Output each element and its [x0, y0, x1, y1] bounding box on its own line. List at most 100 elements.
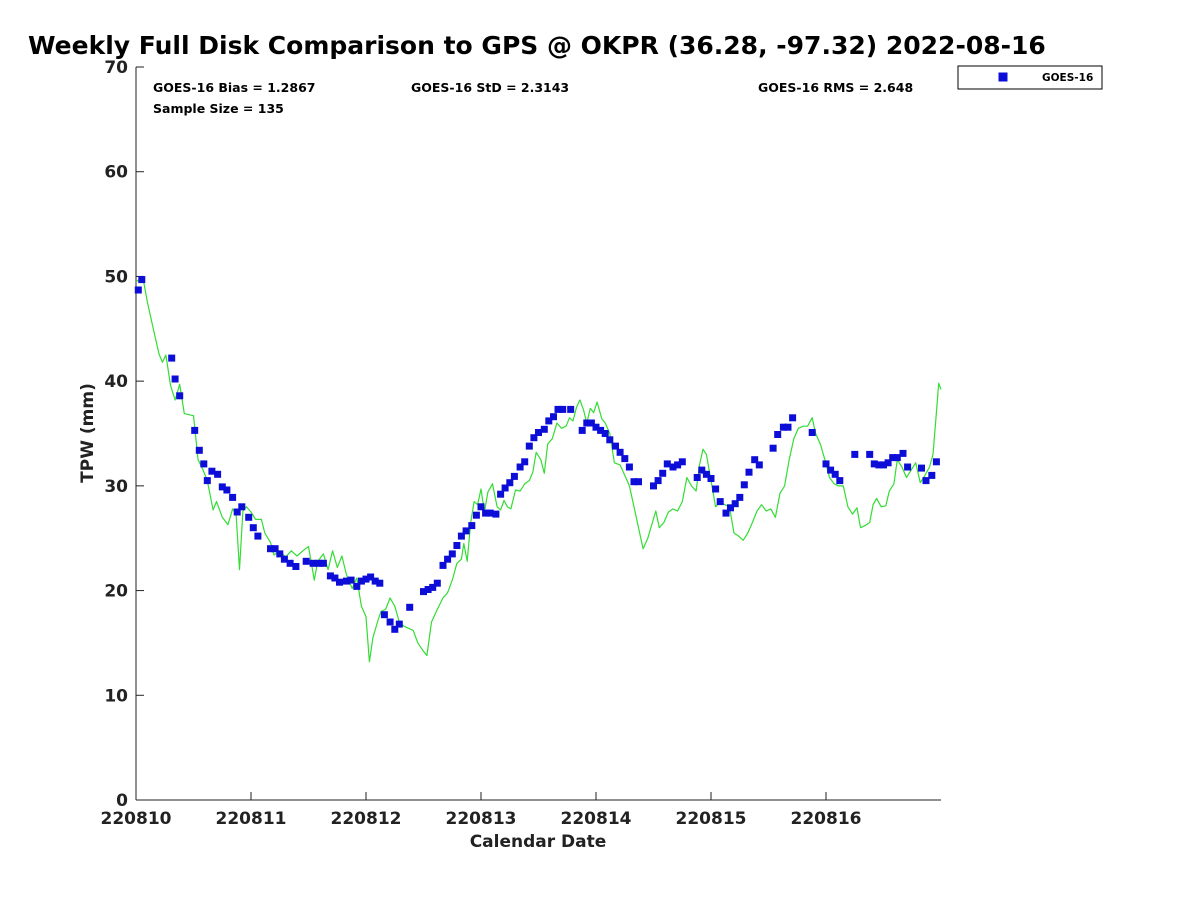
x-tick-label: 220815 — [676, 809, 747, 829]
goes16-data-point — [567, 405, 575, 413]
y-tick-label: 70 — [104, 58, 128, 78]
goes16-data-point — [286, 559, 294, 567]
goes16-data-point — [904, 463, 912, 471]
gps-series-line — [135, 276, 942, 663]
goes16-data-point — [889, 454, 897, 462]
goes16-data-point — [870, 460, 878, 468]
goes-points-layer — [134, 276, 940, 633]
legend-label-goes16: GOES-16 — [1042, 72, 1093, 84]
goes16-data-point — [457, 532, 465, 540]
goes16-data-point — [712, 485, 720, 493]
y-tick-label: 40 — [104, 372, 128, 392]
goes16-data-point — [880, 461, 887, 469]
goes16-data-point — [506, 479, 514, 487]
goes16-data-point — [525, 442, 533, 450]
goes16-data-point — [650, 482, 657, 490]
goes16-data-point — [550, 413, 557, 421]
rms-stat: GOES-16 RMS = 2.648 — [758, 80, 913, 95]
goes16-data-point — [932, 458, 940, 466]
y-tick-label: 50 — [104, 267, 128, 287]
goes16-data-point — [424, 586, 432, 593]
legend-marker-goes16 — [998, 72, 1008, 82]
goes16-data-point — [521, 458, 529, 466]
goes16-data-point — [736, 493, 744, 501]
goes16-data-point — [745, 468, 753, 476]
goes16-data-point — [376, 579, 384, 587]
goes16-data-point — [545, 417, 553, 425]
goes16-data-point — [280, 555, 288, 563]
goes16-data-point — [501, 484, 509, 492]
goes16-data-point — [195, 446, 203, 454]
y-tick-label: 60 — [104, 163, 128, 183]
goes16-data-point — [482, 509, 490, 517]
goes16-data-point — [516, 463, 524, 471]
goes16-data-point — [625, 463, 633, 471]
goes16-data-point — [492, 510, 500, 518]
goes16-data-point — [191, 426, 199, 434]
goes16-data-point — [477, 503, 485, 511]
goes16-data-point — [554, 405, 562, 413]
goes16-data-point — [380, 611, 388, 619]
goes16-data-point — [453, 542, 461, 549]
goes16-data-point — [171, 375, 179, 383]
goes16-data-point — [851, 450, 859, 458]
goes16-data-point — [654, 477, 662, 485]
goes16-data-point — [669, 463, 677, 471]
goes16-data-point — [462, 527, 470, 535]
goes16-data-point — [208, 467, 216, 475]
goes16-data-point — [353, 582, 361, 590]
y-tick-label: 30 — [104, 477, 128, 497]
goes16-data-point — [866, 450, 874, 458]
goes16-data-point — [535, 429, 542, 436]
goes16-data-point — [357, 577, 365, 585]
goes16-data-point — [621, 455, 629, 463]
goes16-data-point — [367, 573, 375, 581]
goes16-data-point — [214, 470, 222, 478]
goes16-data-point — [789, 414, 797, 422]
goes16-data-point — [229, 493, 237, 501]
goes16-data-point — [429, 583, 437, 591]
goes16-data-point — [731, 500, 739, 508]
goes16-data-point — [678, 458, 686, 466]
goes16-data-point — [740, 481, 748, 489]
goes16-data-point — [663, 460, 671, 468]
goes16-data-point — [612, 442, 619, 450]
goes16-data-point — [587, 419, 595, 427]
goes16-data-point — [309, 559, 317, 567]
goes16-data-point — [922, 477, 930, 485]
y-tick-label: 20 — [104, 582, 128, 602]
goes16-data-point — [326, 572, 334, 580]
goes16-data-point — [254, 532, 262, 540]
goes16-data-point — [899, 449, 907, 457]
std-stat: GOES-16 StD = 2.3143 — [411, 80, 569, 95]
goes16-data-point — [702, 470, 710, 478]
x-tick-label: 220811 — [216, 809, 287, 829]
goes16-data-point — [674, 461, 682, 469]
goes16-data-point — [347, 576, 355, 584]
goes16-data-point — [362, 575, 370, 583]
goes16-data-point — [884, 459, 892, 467]
goes16-data-point — [784, 423, 792, 431]
goes16-data-point — [315, 559, 323, 567]
goes16-data-point — [630, 478, 638, 486]
bias-stat: GOES-16 Bias = 1.2867 — [153, 80, 315, 95]
goes16-data-point — [433, 579, 441, 587]
x-axis-label: Calendar Date — [470, 832, 607, 852]
goes16-data-point — [875, 461, 883, 469]
x-tick-label: 220812 — [331, 809, 402, 829]
goes16-data-point — [606, 436, 614, 444]
goes16-data-point — [827, 466, 835, 474]
goes16-data-point — [343, 577, 350, 585]
goes16-data-point — [928, 471, 936, 479]
goes16-data-point — [238, 503, 246, 511]
goes16-data-point — [540, 425, 548, 433]
goes16-data-point — [176, 392, 184, 400]
x-tick-label: 220814 — [561, 809, 632, 829]
goes16-data-point — [893, 454, 901, 462]
chart-title: Weekly Full Disk Comparison to GPS @ OKP… — [28, 31, 1046, 60]
legend-box — [957, 65, 1103, 90]
goes16-data-point — [444, 555, 452, 563]
goes16-data-point — [134, 286, 142, 294]
goes16-data-point — [486, 509, 494, 517]
